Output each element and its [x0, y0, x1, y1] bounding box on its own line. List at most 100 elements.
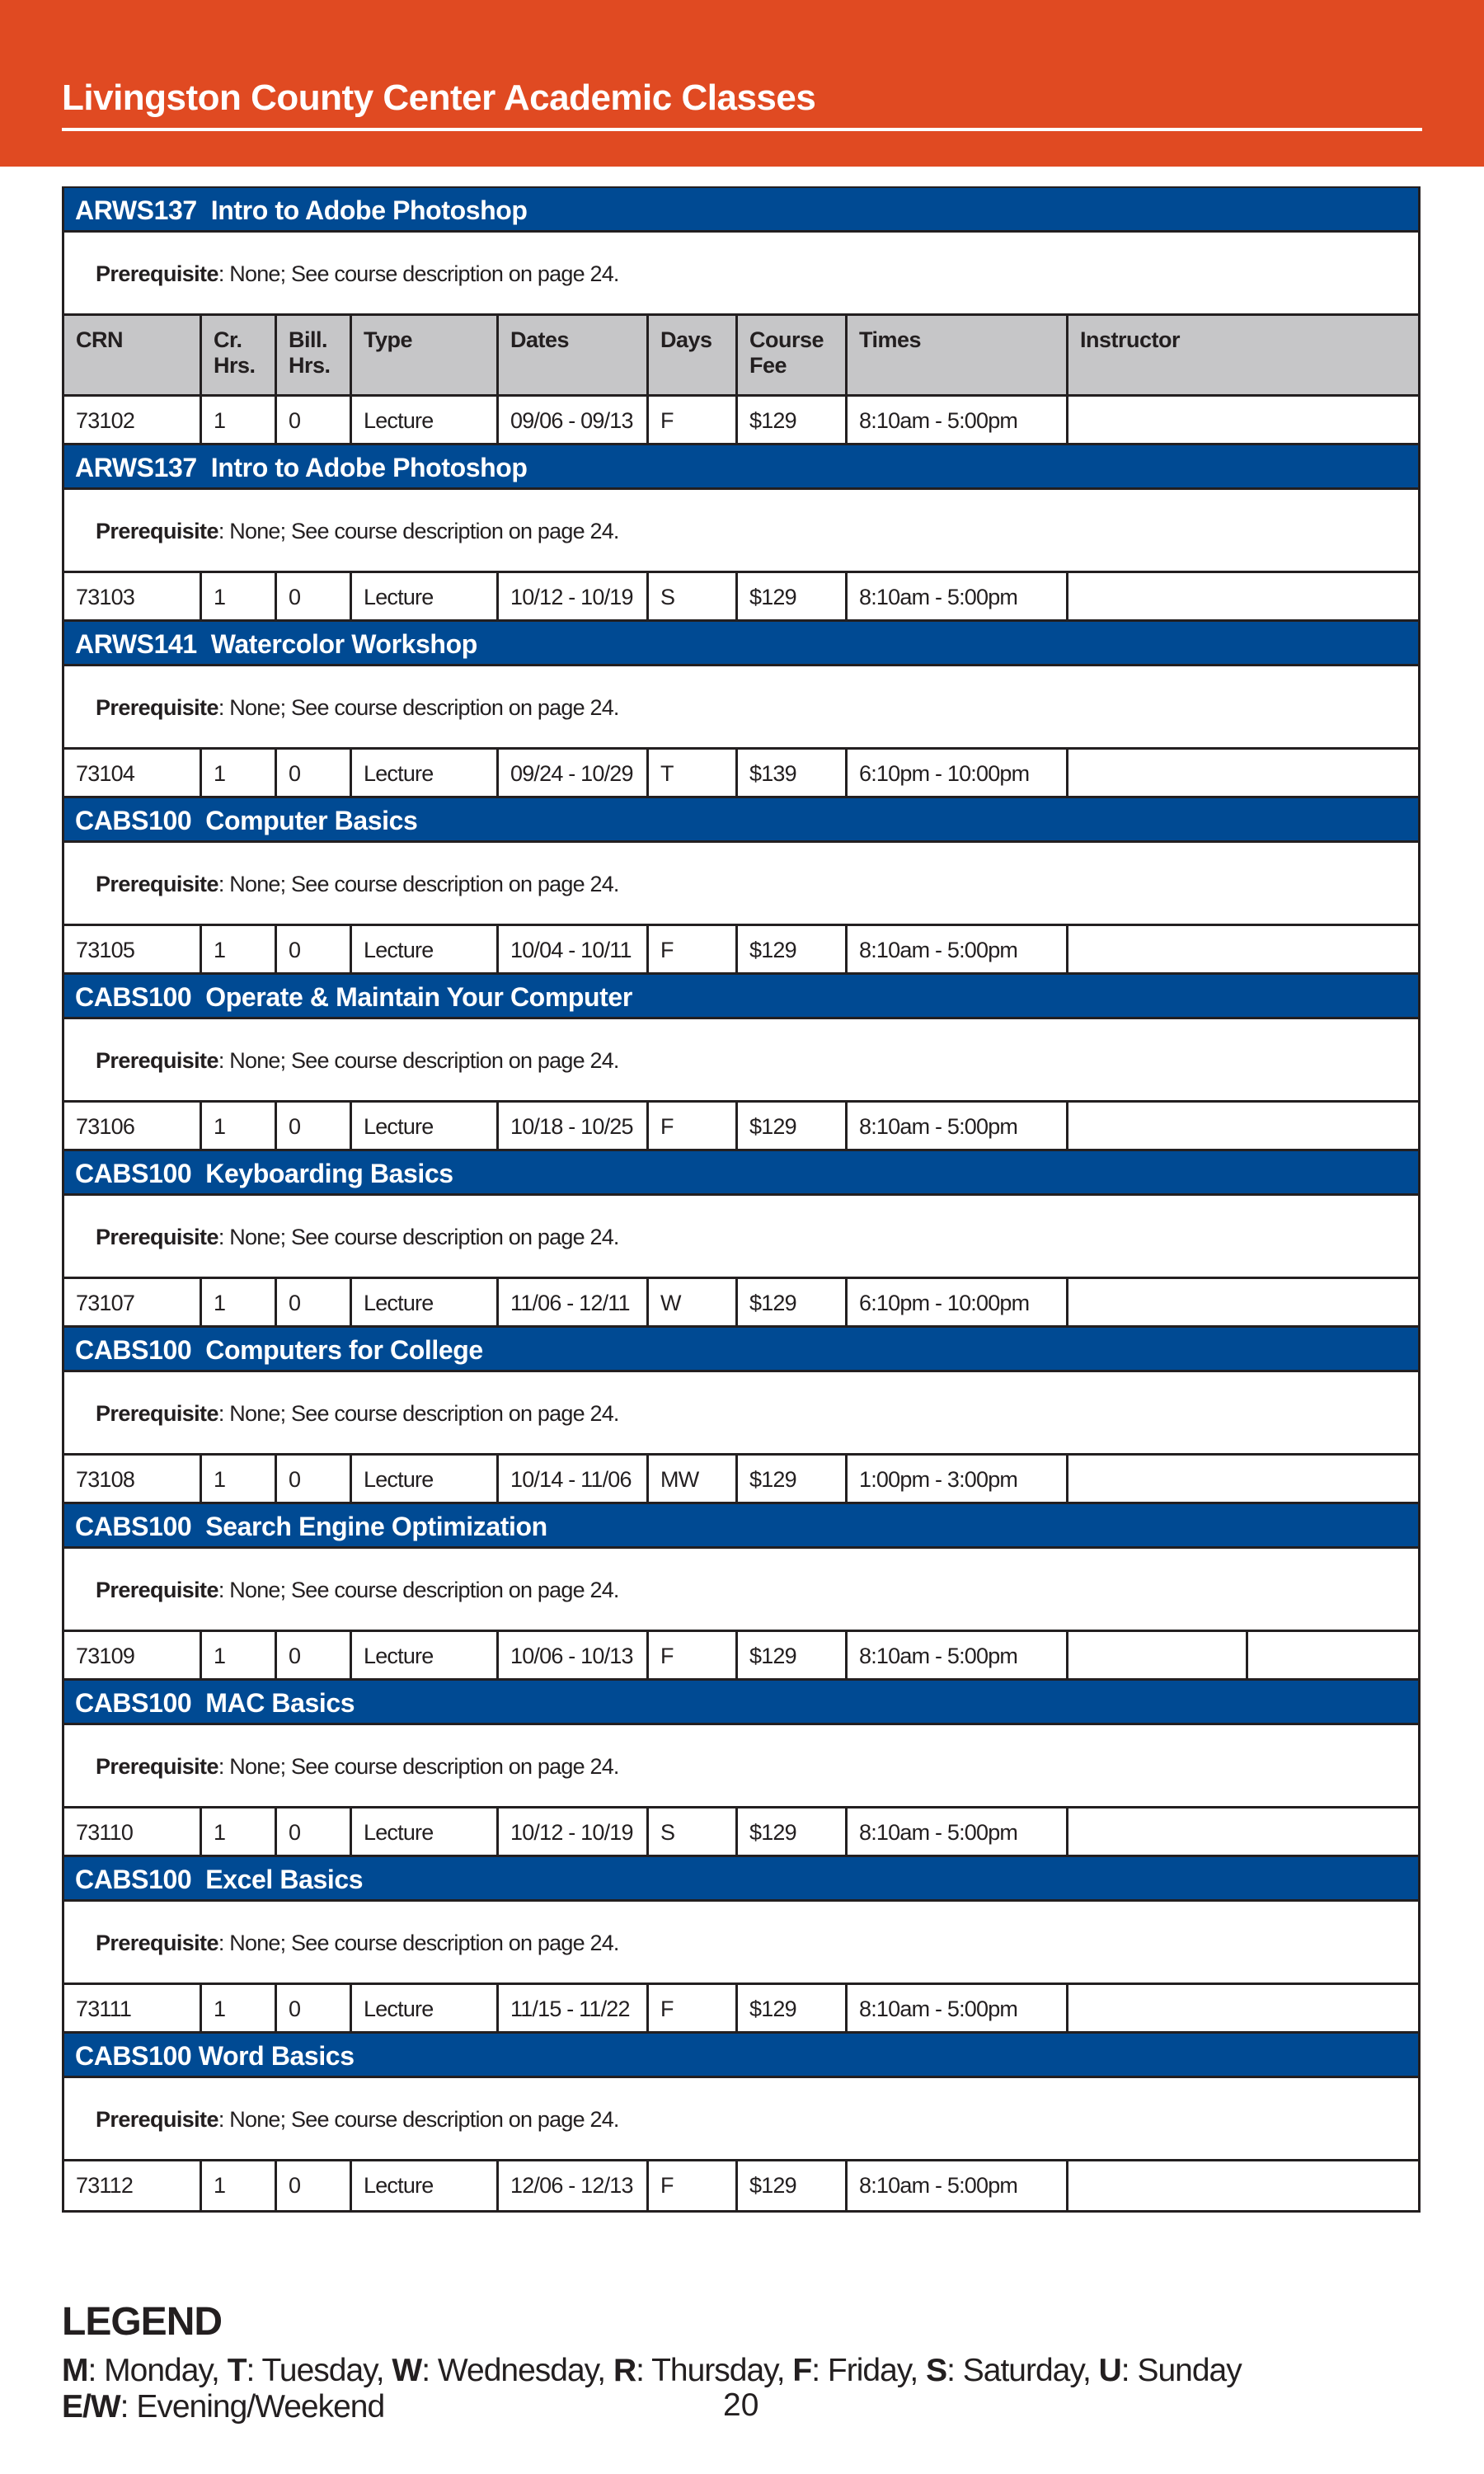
column-header: Cr. Hrs. — [202, 316, 277, 394]
table-cell-days: T — [649, 750, 738, 796]
course-header: CABS100 Keyboarding Basics — [64, 1151, 1418, 1196]
prerequisite-row: Prerequisite: None; See course descripti… — [64, 666, 1418, 750]
table-cell-days: F — [649, 926, 738, 972]
table-cell-bill-hrs: 0 — [277, 573, 352, 619]
legend-key: F — [792, 2353, 812, 2388]
table-cell-times: 8:10am - 5:00pm — [848, 573, 1068, 619]
course-header: ARWS137 Intro to Adobe Photoshop — [64, 445, 1418, 490]
table-cell-type: Lecture — [352, 926, 499, 972]
table-cell-crn: 73106 — [64, 1103, 202, 1149]
prerequisite-label: Prerequisite — [96, 872, 218, 896]
table-cell-cr-hrs: 1 — [202, 1279, 277, 1325]
legend-key: S — [926, 2353, 947, 2388]
table-row: 73105 1 0 Lecture 10/04 - 10/11 F $129 8:10am -… — [64, 926, 1418, 975]
table-cell-fee: $129 — [738, 1632, 848, 1678]
table-cell-cr-hrs: 1 — [202, 926, 277, 972]
table-cell-cr-hrs: 1 — [202, 2161, 277, 2210]
table-cell-dates: 12/06 - 12/13 — [499, 2161, 649, 2210]
prerequisite-row: Prerequisite: None; See course descripti… — [64, 233, 1418, 316]
table-cell-dates: 09/24 - 10/29 — [499, 750, 649, 796]
column-header: Dates — [499, 316, 649, 394]
prerequisite-text: : None; See course description on page 2… — [218, 519, 620, 543]
table-cell-type: Lecture — [352, 750, 499, 796]
course-header: CABS100 Computer Basics — [64, 798, 1418, 843]
legend-key: M — [62, 2353, 88, 2388]
course-header: CABS100 Excel Basics — [64, 1857, 1418, 1902]
table-cell-times: 8:10am - 5:00pm — [848, 1103, 1068, 1149]
prerequisite-label: Prerequisite — [96, 1225, 218, 1249]
legend-key: W — [392, 2353, 422, 2388]
table-cell-days: W — [649, 1279, 738, 1325]
column-header: Instructor — [1080, 327, 1181, 352]
legend-text: : Thursday, — [636, 2353, 793, 2388]
table-cell-dates: 10/18 - 10/25 — [499, 1103, 649, 1149]
prerequisite-text: : None; See course description on page 2… — [218, 872, 620, 896]
table-cell-bill-hrs: 0 — [277, 2161, 352, 2210]
table-cell-crn: 73102 — [64, 397, 202, 443]
legend-days: M: Monday, T: Tuesday, W: Wednesday, R: … — [62, 2353, 1242, 2389]
table-cell-times: 6:10pm - 10:00pm — [848, 1279, 1068, 1325]
table-cell-cr-hrs: 1 — [202, 1456, 277, 1502]
prerequisite-text: : None; See course description on page 2… — [218, 1578, 620, 1602]
legend-text: : Sunday — [1120, 2353, 1242, 2388]
table-cell-fee: $129 — [738, 573, 848, 619]
course-header: CABS100 Operate & Maintain Your Computer — [64, 975, 1418, 1019]
table-cell-fee: $129 — [738, 926, 848, 972]
table-cell-type: Lecture — [352, 1103, 499, 1149]
table-row: 73109 1 0 Lecture 10/06 - 10/13 F $129 8:10am -… — [64, 1632, 1418, 1681]
table-row: 73104 1 0 Lecture 09/24 - 10/29 T $139 6:10pm -… — [64, 750, 1418, 798]
prerequisite-row: Prerequisite: None; See course descripti… — [64, 1725, 1418, 1808]
table-cell-instructor — [1068, 750, 1418, 796]
table-row: 73108 1 0 Lecture 10/14 - 11/06 MW $129 1:00pm … — [64, 1456, 1418, 1504]
table-cell-fee: $139 — [738, 750, 848, 796]
table-cell-instructor — [1068, 1279, 1418, 1325]
table-cell-instructor — [1068, 397, 1418, 443]
prerequisite-label: Prerequisite — [96, 695, 218, 720]
table-cell-bill-hrs: 0 — [277, 926, 352, 972]
table-cell-times: 8:10am - 5:00pm — [848, 926, 1068, 972]
title-rule — [62, 128, 1422, 131]
legend-title: LEGEND — [62, 2300, 223, 2344]
table-cell-dates: 10/06 - 10/13 — [499, 1632, 649, 1678]
table-cell-times: 8:10am - 5:00pm — [848, 1985, 1068, 2031]
table-cell-bill-hrs: 0 — [277, 1279, 352, 1325]
table-cell-days: F — [649, 1985, 738, 2031]
table-cell-cr-hrs: 1 — [202, 1985, 277, 2031]
table-cell-instructor — [1068, 1808, 1418, 1855]
table-cell-times: 1:00pm - 3:00pm — [848, 1456, 1068, 1502]
table-cell-dates: 10/12 - 10/19 — [499, 573, 649, 619]
table-cell-bill-hrs: 0 — [277, 1985, 352, 2031]
table-cell-crn: 73111 — [64, 1985, 202, 2031]
table-cell-days: F — [649, 2161, 738, 2210]
prerequisite-text: : None; See course description on page 2… — [218, 1931, 620, 1955]
prerequisite-label: Prerequisite — [96, 1401, 218, 1426]
course-header: ARWS137 Intro to Adobe Photoshop — [64, 188, 1418, 233]
prerequisite-text: : None; See course description on page 2… — [218, 1048, 620, 1073]
table-cell-cr-hrs: 1 — [202, 573, 277, 619]
table-row: 73106 1 0 Lecture 10/18 - 10/25 F $129 8:10am -… — [64, 1103, 1418, 1151]
prerequisite-text: : None; See course description on page 2… — [218, 1401, 620, 1426]
table-cell-crn: 73107 — [64, 1279, 202, 1325]
course-header: CABS100 Search Engine Optimization — [64, 1504, 1418, 1549]
prerequisite-row: Prerequisite: None; See course descripti… — [64, 1196, 1418, 1279]
table-cell-times: 8:10am - 5:00pm — [848, 1808, 1068, 1855]
table-cell-cr-hrs: 1 — [202, 1632, 277, 1678]
table-cell-times: 8:10am - 5:00pm — [848, 1632, 1068, 1678]
table-cell-crn: 73109 — [64, 1632, 202, 1678]
table-cell-days: MW — [649, 1456, 738, 1502]
legend-text: : Saturday, — [946, 2353, 1099, 2388]
table-cell-type: Lecture — [352, 2161, 499, 2210]
table-cell-cr-hrs: 1 — [202, 1808, 277, 1855]
table-cell-fee: $129 — [738, 2161, 848, 2210]
column-header: Times — [848, 316, 1068, 394]
table-cell-type: Lecture — [352, 1632, 499, 1678]
prerequisite-row: Prerequisite: None; See course descripti… — [64, 2078, 1418, 2161]
legend-text: : Wednesday, — [421, 2353, 613, 2388]
table-cell-fee: $129 — [738, 1985, 848, 2031]
table-cell-dates: 10/14 - 11/06 — [499, 1456, 649, 1502]
legend-text: : Tuesday, — [246, 2353, 392, 2388]
legend-key: T — [227, 2353, 247, 2388]
table-cell-crn: 73110 — [64, 1808, 202, 1855]
header-banner: Livingston County Center Academic Classe… — [0, 0, 1484, 167]
table-cell-type: Lecture — [352, 1985, 499, 2031]
